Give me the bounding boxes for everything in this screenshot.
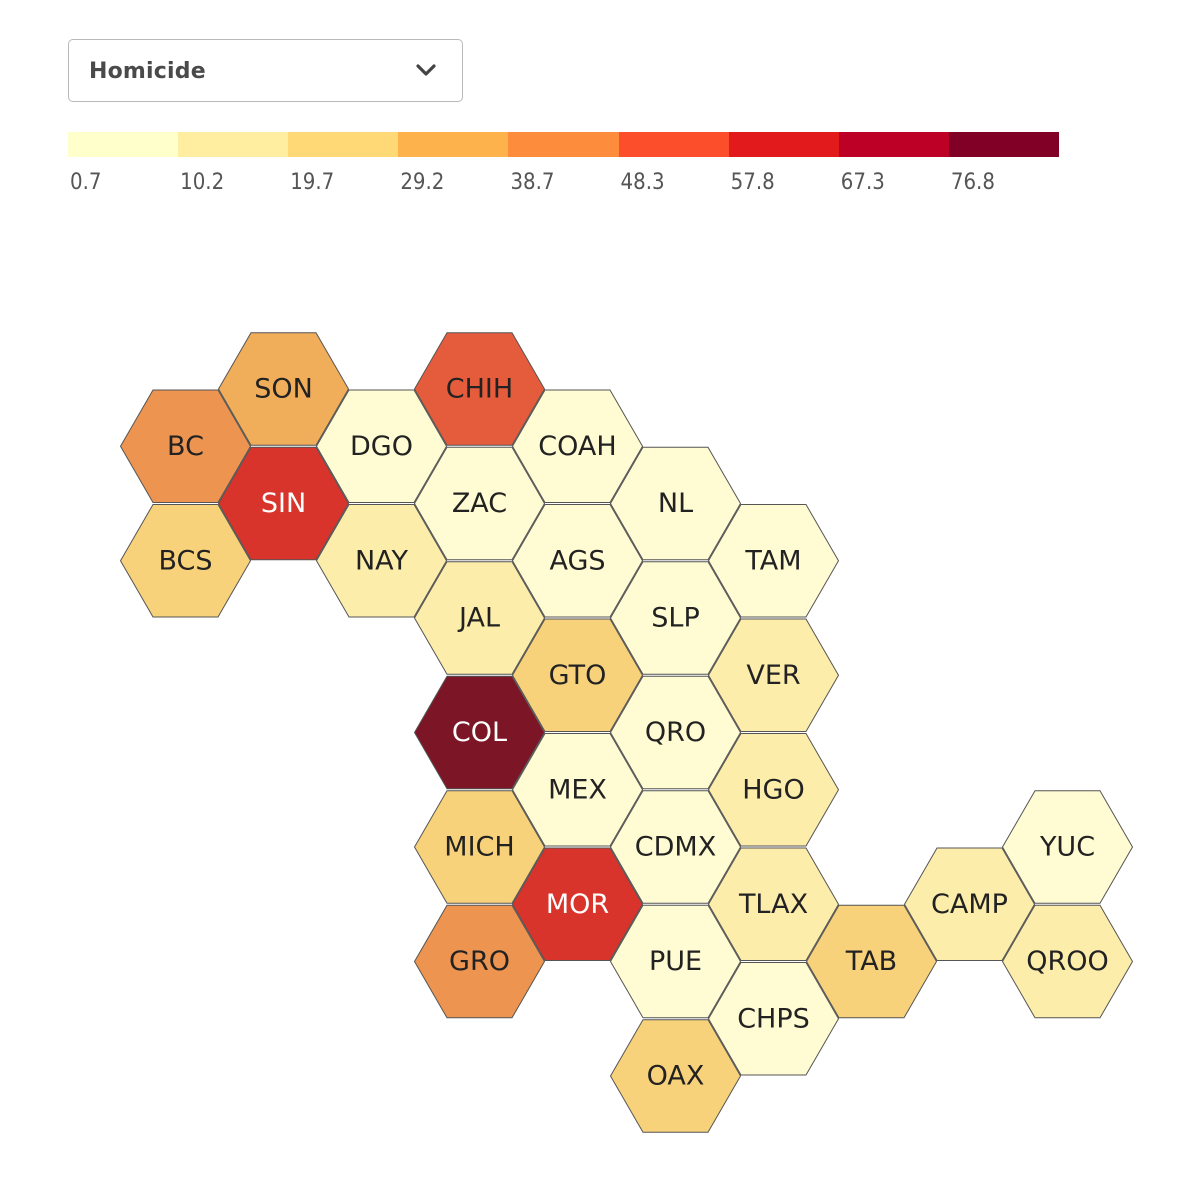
legend-swatch [288, 132, 399, 157]
legend-swatch [398, 132, 509, 157]
hex-cell [413, 904, 546, 1019]
hex-cell [119, 504, 252, 618]
legend-swatch [838, 132, 949, 157]
legend-tick-label: 67.3 [840, 170, 885, 195]
hex-cell [707, 733, 840, 847]
legend-swatch [178, 132, 289, 157]
hex-cell [217, 332, 350, 446]
legend-tick-label: 76.8 [950, 170, 995, 195]
hex-cell [903, 847, 1036, 961]
legend-swatch [948, 132, 1059, 157]
legend-tick-label: 38.7 [510, 170, 555, 195]
hex-cell [707, 504, 840, 618]
hex-cell [511, 389, 644, 503]
hex-cell [609, 790, 742, 904]
legend-tick-label: 19.7 [290, 170, 335, 195]
legend-swatch [618, 132, 729, 157]
hex-cell [413, 446, 546, 561]
hex-cell [805, 904, 938, 1019]
legend-tick-label: 48.3 [620, 170, 665, 195]
hex-cell [609, 675, 742, 790]
legend-tick-label: 0.7 [70, 170, 102, 195]
hex-cell [1001, 904, 1134, 1019]
hex-cell [707, 847, 840, 961]
hex-cell [511, 618, 644, 732]
legend-swatch [728, 132, 839, 157]
hex-cell [609, 1019, 742, 1133]
hex-cell [609, 904, 742, 1019]
hex-cell [707, 962, 840, 1076]
hex-cell [609, 446, 742, 561]
hex-cell [511, 733, 644, 847]
hex-cell [413, 675, 546, 790]
hex-cell [119, 389, 252, 503]
legend-swatch [508, 132, 619, 157]
hex-cell [413, 561, 546, 675]
legend-tick-label: 57.8 [730, 170, 775, 195]
dropdown-selected-label: Homicide [89, 59, 206, 84]
hex-cell [315, 389, 448, 503]
legend-swatch [68, 132, 179, 157]
hex-cell [413, 790, 546, 904]
hex-cell [511, 504, 644, 618]
hex-cell [217, 446, 350, 561]
chevron-down-icon [416, 64, 436, 76]
hex-cell [707, 618, 840, 732]
legend-tick-label: 29.2 [400, 170, 445, 195]
crime-type-dropdown[interactable]: Homicide [68, 39, 463, 102]
legend-tick-label: 10.2 [180, 170, 225, 195]
hex-cell [1001, 790, 1134, 904]
hex-cell [511, 847, 644, 961]
hex-cell [413, 332, 546, 446]
hex-cell [609, 561, 742, 675]
hex-cell [315, 504, 448, 618]
color-legend-bar [68, 132, 1059, 157]
